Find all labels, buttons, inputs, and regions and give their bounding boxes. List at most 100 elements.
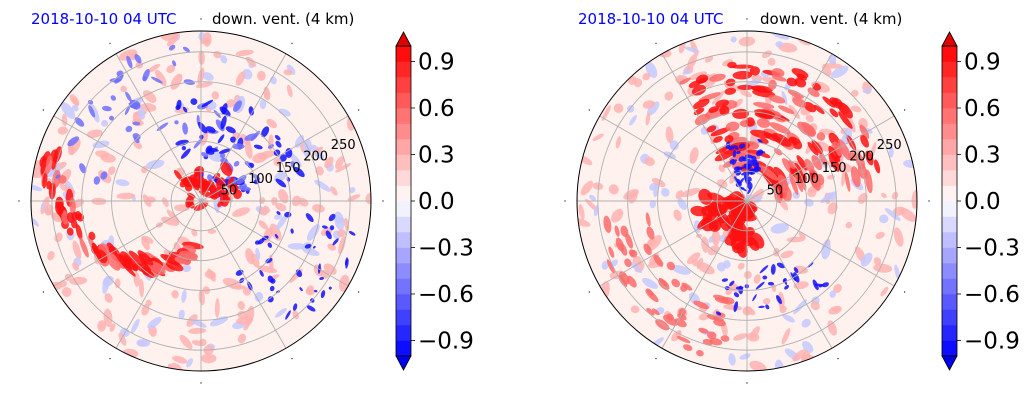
field-cell: [777, 174, 789, 192]
angular-tick-mark: [291, 357, 293, 360]
radial-tick-label: 150: [822, 161, 847, 176]
field-cell: [294, 135, 305, 148]
angular-gridline: [746, 200, 895, 287]
field-cell: [267, 242, 272, 248]
field-cell: [696, 257, 704, 269]
field-cell: [257, 70, 266, 81]
field-cell: [767, 57, 776, 66]
field-cell: [286, 84, 293, 98]
field-cell: [881, 192, 887, 199]
field-cell: [274, 135, 281, 141]
field-cell: [216, 177, 226, 190]
field-cell: [325, 230, 332, 240]
field-cell: [845, 222, 853, 229]
field-cell: [706, 314, 719, 321]
field-cell: [732, 159, 737, 166]
angular-gridline: [746, 200, 833, 349]
colorbar-segment: [942, 294, 957, 310]
field-cell: [118, 49, 138, 61]
colorbar-segment: [396, 139, 411, 155]
field-cell: [143, 90, 157, 103]
field-cell: [738, 143, 746, 149]
radial-tick-label: 250: [877, 138, 902, 153]
angular-gridline: [746, 115, 895, 202]
colorbar-segment: [396, 232, 411, 248]
colorbar-segment: [396, 340, 411, 357]
field-cell: [721, 278, 729, 282]
field-cell: [899, 207, 917, 222]
field-cell: [213, 110, 221, 118]
field-cell: [719, 105, 730, 116]
field-cell: [313, 146, 324, 154]
field-cell: [768, 79, 777, 90]
field-cell: [837, 139, 851, 161]
field-cell: [186, 358, 194, 368]
field-cell: [100, 171, 108, 180]
angular-gridline: [200, 115, 349, 202]
field-cell: [894, 264, 901, 281]
field-cell: [275, 203, 287, 212]
field-cell: [181, 145, 187, 151]
field-cell: [727, 145, 735, 151]
colorbar-segment: [942, 278, 957, 295]
field-cell: [788, 104, 800, 119]
field-cell: [601, 260, 609, 270]
colorbar-segment: [942, 185, 957, 202]
field-cell: [664, 91, 674, 101]
field-cell: [696, 350, 704, 357]
field-cell: [278, 189, 289, 204]
field-cell: [266, 118, 277, 129]
field-cell: [893, 227, 904, 247]
field-cell: [225, 126, 236, 134]
radial-tick-label: 50: [221, 184, 238, 199]
field-cell: [686, 252, 701, 265]
colorbar-segment: [396, 263, 411, 279]
field-cell: [165, 261, 184, 272]
field-cell: [769, 122, 791, 134]
field-cell: [66, 227, 74, 236]
field-cell: [753, 274, 761, 284]
field-cell: [771, 133, 792, 147]
field-cell: [624, 258, 632, 268]
field-cell: [678, 77, 691, 85]
polar-grid-right: [564, 18, 930, 384]
field-cell: [214, 298, 220, 318]
field-cell: [74, 117, 85, 127]
field-cell: [805, 114, 814, 123]
field-cell: [714, 297, 730, 304]
field-cell: [755, 281, 765, 290]
field-cell: [100, 153, 116, 163]
field-cell: [312, 245, 316, 249]
field-cell: [250, 130, 260, 142]
angular-gridline: [200, 200, 287, 349]
field-cell: [217, 134, 225, 144]
field-cell: [619, 243, 628, 256]
colorbar-segment: [942, 325, 957, 341]
field-cell: [206, 147, 219, 152]
field-cell: [335, 156, 345, 169]
field-cell: [170, 362, 183, 371]
field-cell: [181, 289, 187, 303]
colorbar-segment: [942, 139, 957, 155]
field-cell: [580, 180, 594, 196]
field-cell: [611, 208, 624, 223]
field-cell: [198, 50, 205, 65]
field-cell: [72, 240, 82, 260]
field-cell: [791, 68, 809, 79]
colorbar-extend-max: [395, 31, 412, 47]
field-cell: [646, 238, 657, 248]
angular-tick-mark: [837, 42, 839, 45]
field-cell: [142, 69, 150, 81]
field-cell: [275, 308, 287, 318]
field-cell: [744, 270, 752, 279]
field-cell: [198, 176, 205, 182]
field-cell: [255, 247, 261, 260]
field-cell: [288, 152, 302, 168]
field-cell: [137, 250, 154, 266]
field-cell: [207, 229, 217, 234]
colorbar-tick-label: −0.3: [964, 236, 1020, 262]
field-cell: [740, 90, 752, 98]
field-cell: [728, 353, 736, 366]
field-cell: [759, 265, 769, 274]
field-cell: [102, 105, 112, 112]
